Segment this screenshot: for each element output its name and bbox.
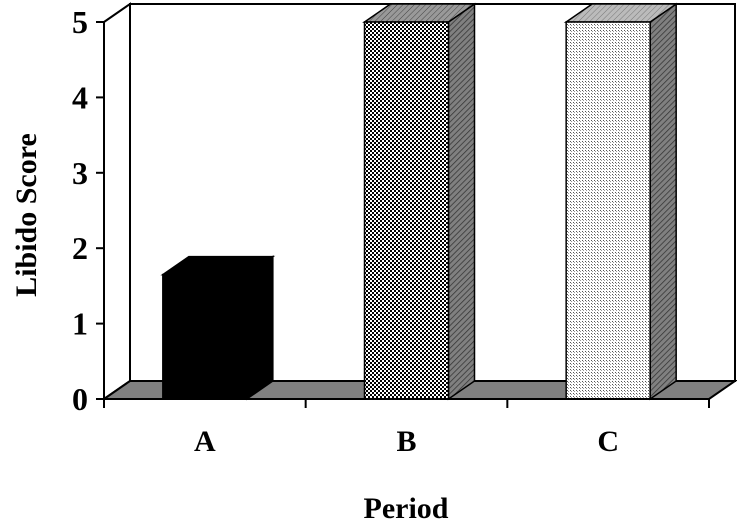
y-tick-label: 0 bbox=[72, 381, 88, 417]
bar-c bbox=[563, 2, 679, 401]
y-ticks: 0 1 2 3 4 5 bbox=[72, 4, 104, 417]
bar-a bbox=[160, 255, 276, 401]
x-tick-label: A bbox=[194, 425, 216, 458]
x-axis-title: Period bbox=[364, 492, 449, 521]
y-tick-label: 4 bbox=[72, 79, 88, 115]
y-tick-label: 5 bbox=[72, 4, 88, 40]
bars-layer bbox=[160, 2, 679, 401]
y-axis-title: Libido Score bbox=[10, 133, 43, 297]
bar-side bbox=[447, 2, 476, 401]
bar-front bbox=[363, 21, 450, 400]
bar-front bbox=[565, 21, 651, 400]
x-ticks: A B C bbox=[103, 399, 710, 458]
bar-front bbox=[162, 273, 248, 400]
y-tick-label: 2 bbox=[72, 230, 88, 266]
bar-side bbox=[246, 255, 274, 401]
x-tick-label: C bbox=[597, 425, 619, 458]
y-tick-label: 3 bbox=[72, 155, 88, 191]
bar-b bbox=[362, 2, 477, 401]
left-wall bbox=[103, 2, 131, 401]
x-tick-label: B bbox=[396, 425, 416, 458]
bar-side bbox=[649, 2, 677, 401]
y-tick-label: 1 bbox=[72, 306, 88, 342]
